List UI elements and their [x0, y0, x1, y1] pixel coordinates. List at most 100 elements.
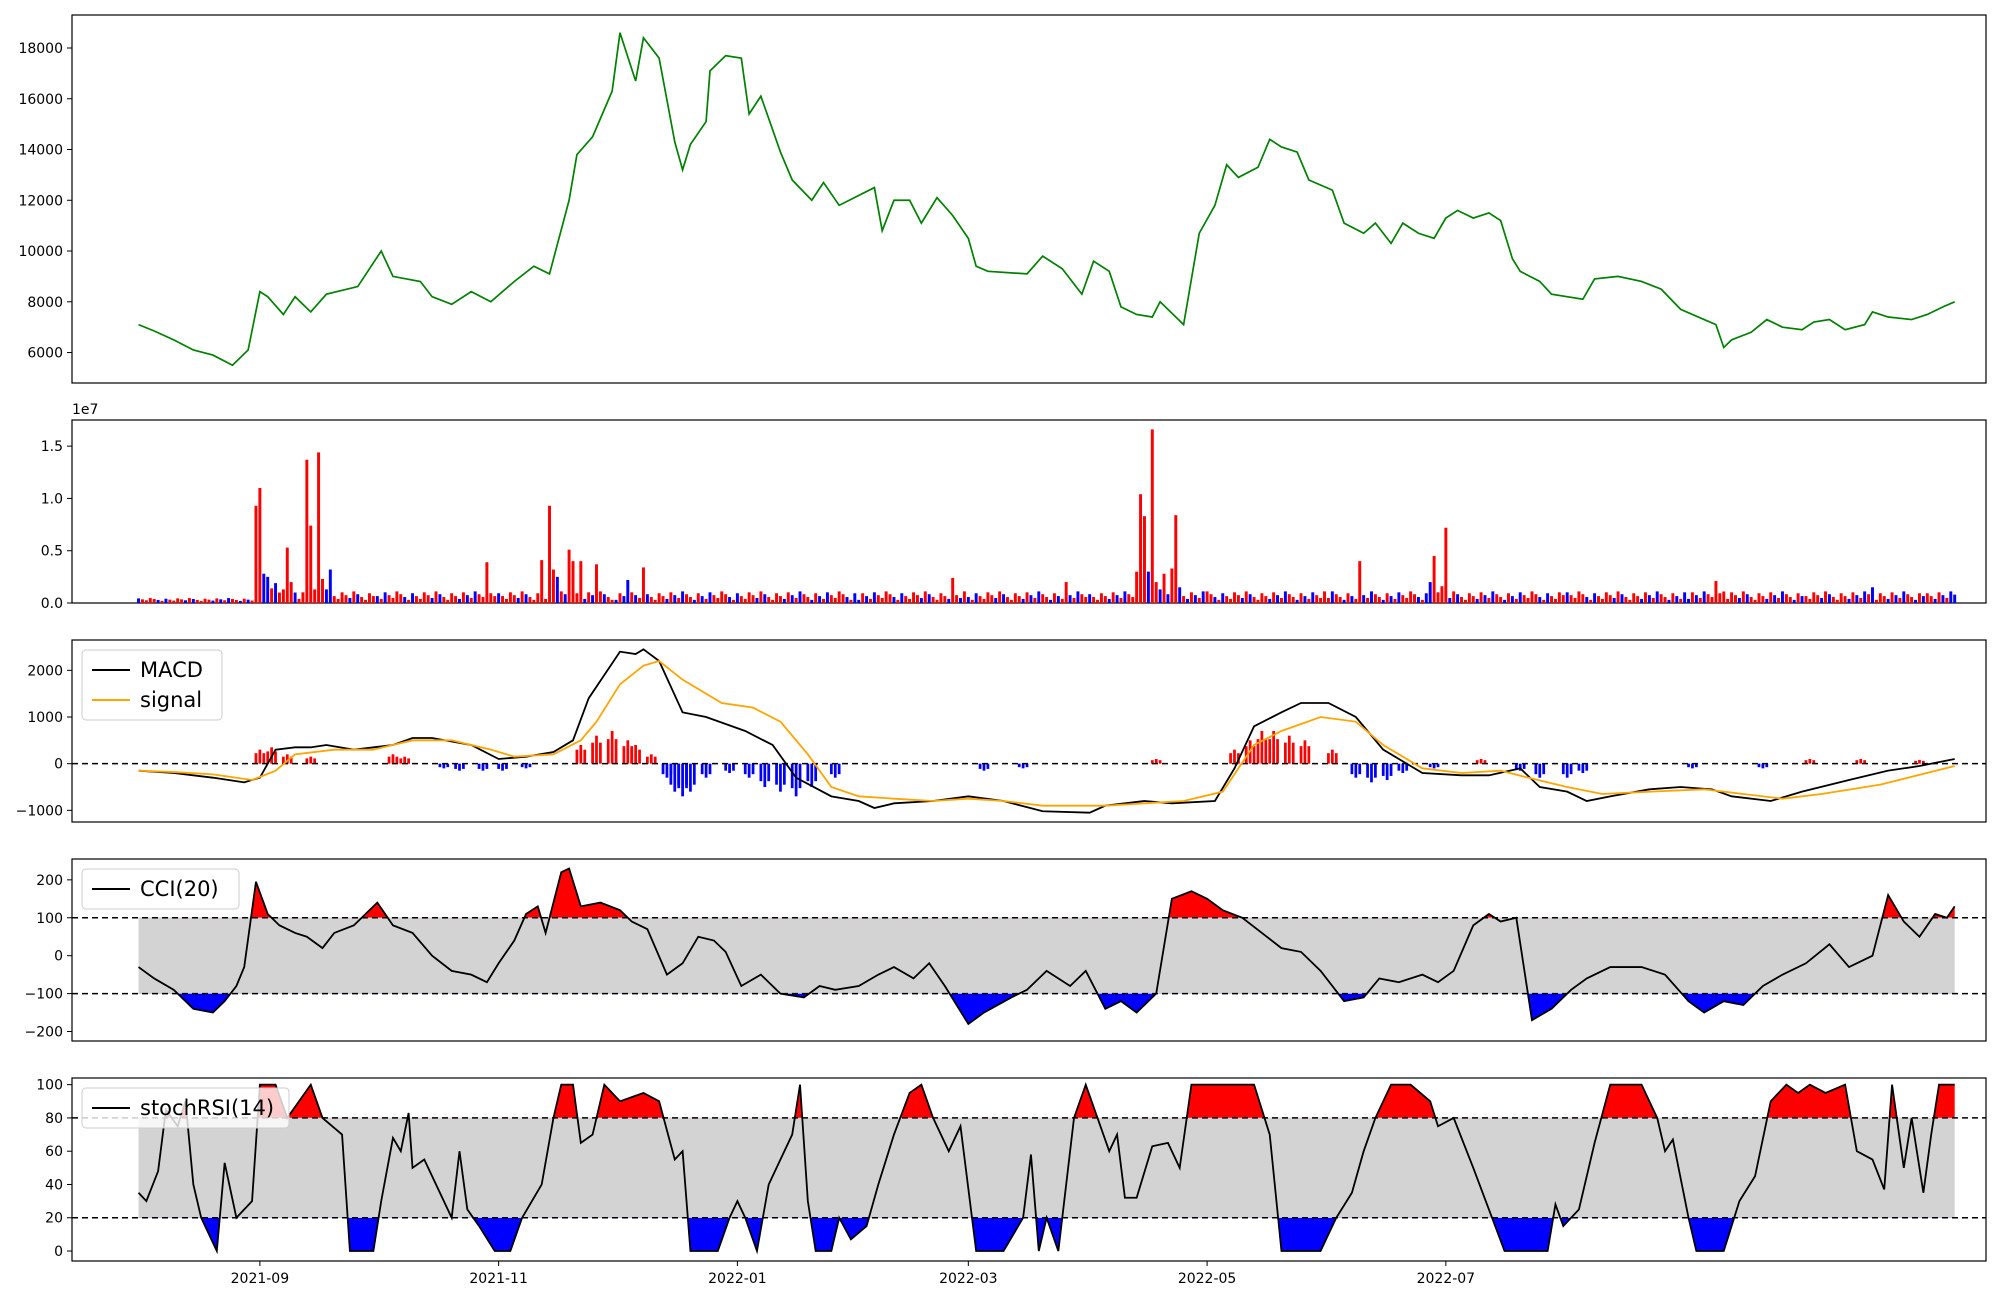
volume-bar [403, 597, 407, 603]
macd-histogram-bar [1432, 763, 1436, 769]
macd-histogram-bar [665, 763, 669, 778]
volume-bar [822, 598, 825, 603]
volume-bar [1816, 595, 1820, 603]
volume-bar [1440, 586, 1444, 603]
volume-bar [591, 595, 595, 603]
volume-bar [1929, 596, 1933, 603]
macd-histogram-bar [258, 749, 262, 764]
volume-bar [266, 576, 270, 603]
macd-histogram-bar [1268, 739, 1272, 764]
volume-bar [704, 598, 708, 603]
volume-bar [1154, 582, 1158, 603]
volume-bar [1835, 599, 1839, 603]
volume-bar [1726, 598, 1730, 603]
y-tick-label: 0 [54, 1244, 63, 1260]
y-tick-label: 1000 [27, 710, 63, 726]
volume-bar [348, 597, 352, 603]
volume-bar [485, 562, 489, 603]
volume-bar [1542, 599, 1546, 603]
volume-bar [657, 593, 661, 603]
volume-bar [1663, 597, 1667, 603]
macd-histogram-bar [399, 758, 403, 764]
volume-bar [1553, 598, 1557, 603]
volume-bar [998, 591, 1002, 603]
macd-histogram-bar [732, 763, 735, 771]
volume-bar [324, 589, 328, 603]
macd-histogram-bar [599, 742, 602, 764]
macd-histogram-bar [646, 756, 649, 764]
volume-bar [829, 595, 833, 603]
macd-histogram-bar [591, 742, 594, 764]
x-tick-label: 2022-05 [1178, 1271, 1237, 1287]
volume-bar [1882, 596, 1886, 603]
volume-bar [708, 592, 712, 603]
volume-bar [156, 599, 160, 603]
x-tick-label: 2021-09 [231, 1271, 290, 1287]
volume-bar [458, 598, 461, 603]
volume-bar [1013, 593, 1017, 603]
volume-bar [1777, 597, 1781, 603]
volume-bar [743, 598, 747, 603]
y-tick-label: −100 [25, 987, 63, 1003]
volume-bar [442, 597, 446, 603]
macd-histogram-bar [1687, 763, 1690, 768]
volume-bar [215, 598, 219, 603]
volume-bar [336, 598, 340, 603]
volume-bar [1448, 597, 1452, 603]
volume-bar [1264, 596, 1268, 603]
macd-histogram-bar [1229, 753, 1232, 764]
volume-bar [1495, 594, 1499, 603]
volume-bar [1045, 597, 1049, 603]
volume-bar [1914, 599, 1918, 603]
macd-histogram-bar [1233, 749, 1236, 764]
y-tick-label: 60 [45, 1144, 63, 1160]
volume-bar [1784, 594, 1788, 603]
volume-bar [1256, 599, 1260, 603]
volume-bar [238, 600, 242, 603]
macd-histogram-bar [783, 763, 786, 785]
volume-bar [297, 598, 301, 603]
volume-bar [1636, 596, 1640, 603]
y-tick-label: −200 [25, 1025, 63, 1041]
volume-bar [763, 594, 767, 603]
volume-bar [1550, 596, 1554, 603]
volume-bar [638, 597, 642, 603]
volume-bar [140, 599, 144, 603]
volume-bar [1753, 599, 1757, 603]
volume-bar [1647, 595, 1651, 603]
y-tick-label: 100 [36, 911, 63, 927]
volume-bar [696, 593, 700, 603]
volume-bar [888, 594, 892, 603]
volume-bar [1072, 597, 1076, 603]
volume-bar [1894, 595, 1898, 603]
volume-bar [786, 592, 790, 603]
volume-bar [520, 591, 524, 603]
volume-bar [1350, 596, 1354, 603]
volume-bar [1279, 597, 1283, 603]
volume-bar [1757, 593, 1761, 603]
macd-histogram-bar [685, 763, 688, 785]
macd-histogram-bar [1299, 746, 1303, 764]
macd-histogram-bar [481, 763, 485, 771]
volume-bar [246, 599, 250, 603]
legend-label: MACD [140, 658, 203, 682]
volume-bar [1139, 494, 1143, 603]
macd-histogram-bar [1918, 759, 1921, 764]
macd-histogram-bar [986, 763, 990, 769]
volume-bar [1847, 598, 1851, 603]
volume-bar [837, 591, 841, 603]
volume-bar [375, 596, 379, 603]
volume-bar [532, 599, 536, 603]
volume-bar [1773, 595, 1777, 603]
volume-bar [1092, 597, 1096, 603]
volume-bar [728, 597, 732, 603]
volume-bar [1745, 594, 1749, 603]
volume-bar [250, 600, 254, 603]
volume-bar [1174, 515, 1178, 603]
volume-bar [1127, 594, 1131, 603]
macd-histogram-bar [524, 763, 528, 769]
volume-bar [771, 599, 775, 603]
macd-histogram-bar [1158, 760, 1162, 764]
volume-bar [587, 592, 591, 603]
volume-bar [1111, 592, 1115, 603]
